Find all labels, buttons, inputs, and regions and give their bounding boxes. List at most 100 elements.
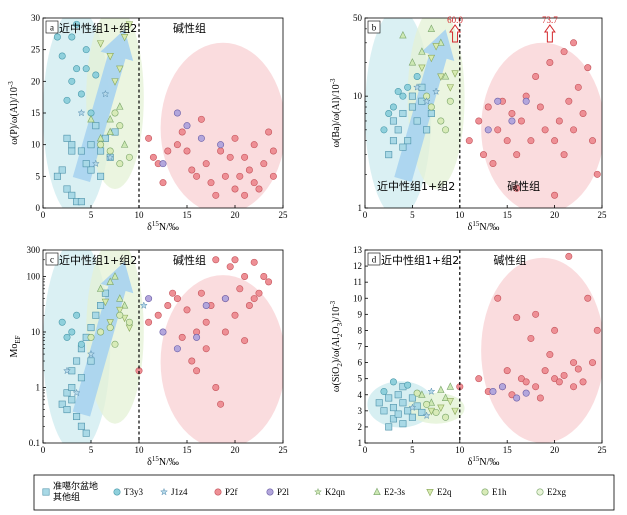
point-pink [265,128,273,136]
point-square [58,400,66,408]
point-circle_g [432,408,440,416]
point-pink [560,151,568,159]
point-star [77,108,86,117]
neutral-field-2 [86,250,144,424]
y-tick-label: 15 [31,108,41,118]
point-pink [202,318,210,326]
y-tick-label: 8 [358,325,363,335]
y-axis-label: ω(SiO2)/ω(Al2O3)/10-3 [329,300,344,392]
legend-label: E2-3s [384,487,405,497]
x-tick-label: 25 [598,210,608,220]
point-circle_c [92,71,100,79]
point-pink [560,371,568,379]
y-tick-label: 5 [358,374,363,384]
point-square [97,172,105,180]
point-tri_up [106,114,114,123]
point-tri_down [101,298,110,307]
point-square [394,126,402,134]
y-tick-label: 11 [353,277,362,287]
y-tick-label: 20 [31,76,41,86]
point-pink [250,258,258,266]
point-circle_c [77,90,85,98]
y-tick-label: 1 [358,438,363,448]
point-pink [541,126,549,134]
panel-letter: b [372,23,377,33]
point-pink [517,375,525,383]
point-pink [527,334,535,342]
point-square [427,109,435,117]
point-square [97,302,105,310]
point-circle_g [427,103,435,111]
point-pink [245,166,253,174]
point-pink [570,359,578,367]
y-tick-label: 0 [36,203,41,213]
point-purple [484,126,492,134]
point-circle_c [404,83,412,91]
point-pink [241,272,249,280]
point-tri_up [441,72,450,80]
y-axis-label: MoEF [9,335,22,357]
x-tick-label: 20 [231,210,241,220]
point-square [63,406,71,414]
panel-letter-box [45,20,59,34]
point-pink [584,64,592,72]
y-tick-label: 7 [358,342,363,352]
point-pink [570,126,578,134]
point-purple [197,134,205,142]
x-tick-label: 10 [455,210,465,220]
point-purple [173,345,181,353]
point-square [101,289,109,297]
legend-marker-tri_up [373,487,381,496]
point-square [394,410,402,418]
point-square [389,137,397,145]
point-square [73,413,81,421]
x-tick-label: 15 [183,445,193,455]
point-pink [532,72,540,80]
point-tri_up [120,301,129,309]
point-pink [169,289,177,297]
point-square [423,126,431,134]
point-square [77,422,85,430]
point-circle_c [413,72,421,80]
x-tick-label: 5 [89,445,94,455]
point-pink [551,191,559,199]
point-pink [183,147,191,155]
point-pink [193,172,201,180]
point-square [418,97,426,105]
x-tick-label: 25 [279,210,289,220]
point-pink [188,357,196,365]
point-tri_up [116,294,124,302]
y-tick-label: 4 [358,390,363,400]
point-pink [570,383,578,391]
x-tick-label: 20 [231,445,241,455]
point-pink [207,179,215,187]
point-pink [517,117,525,125]
panel-letter: c [50,255,54,265]
point-tri_down [451,70,459,78]
point-square [97,147,105,155]
point-pink [260,272,268,280]
point-tri_up [87,114,95,123]
point-circle_c [58,318,66,326]
point-tri_down [125,21,134,29]
x-tick-label: 20 [550,445,560,455]
point-square [82,160,90,168]
point-square [63,389,71,397]
point-tri_up [120,140,129,148]
legend-label: E2xg [547,487,566,497]
x-tick-label: 0 [41,210,46,220]
point-tri_down [116,306,124,315]
point-tri_down [437,404,445,412]
point-pink [479,151,487,159]
point-square [389,404,397,412]
point-circle_c [63,333,71,341]
point-square [389,415,397,423]
data-points [53,20,277,206]
point-circle_c [63,96,71,104]
point-pink [565,97,573,105]
y-tick-label: 1 [358,203,363,213]
legend-label: E1h [492,487,507,497]
point-pink [226,153,234,161]
group-label-alkaline: 碱性组 [173,21,206,35]
point-purple [498,383,506,391]
